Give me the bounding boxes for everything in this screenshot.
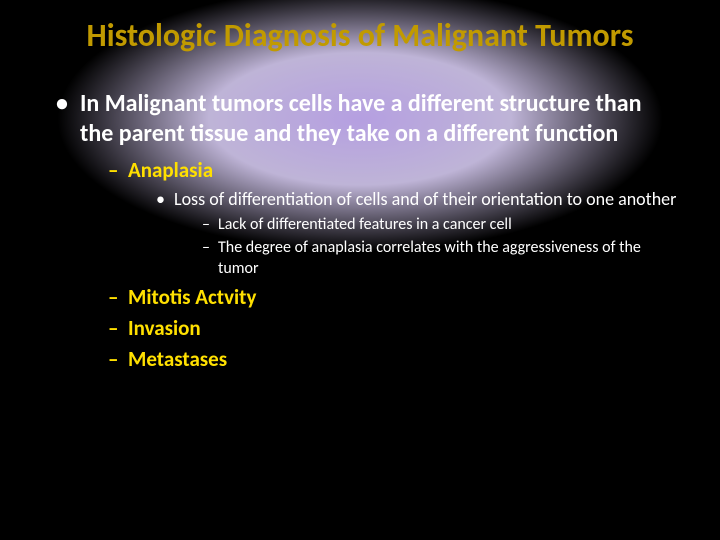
slide-body: In Malignant tumors cells have a differe… [40,89,680,374]
bullet-text: The degree of anaplasia correlates with … [218,238,641,278]
bullet-list-level-4: Lack of differentiated features in a can… [174,215,680,279]
bullet-list-level-3: Loss of differentiation of cells and of … [128,188,680,280]
list-item: Lack of differentiated features in a can… [202,215,680,236]
bullet-text: Mitotis Actvity [128,284,256,310]
bullet-text: In Malignant tumors cells have a differe… [80,89,641,148]
list-item: Metastases [108,346,680,373]
bullet-list-level-1: In Malignant tumors cells have a differe… [44,89,680,374]
bullet-text: Metastases [128,346,227,372]
list-item: Anaplasia Loss of differentiation of cel… [108,157,680,280]
bullet-text: Loss of differentiation of cells and of … [174,188,676,210]
list-item: In Malignant tumors cells have a differe… [56,89,680,374]
bullet-list-level-2: Anaplasia Loss of differentiation of cel… [80,157,680,374]
list-item: Loss of differentiation of cells and of … [156,188,680,280]
bullet-text: Invasion [128,315,201,341]
list-item: Invasion [108,315,680,342]
bullet-text: Lack of differentiated features in a can… [218,215,512,234]
bullet-text: Anaplasia [128,157,213,183]
slide-title: Histologic Diagnosis of Malignant Tumors [40,18,680,55]
slide: Histologic Diagnosis of Malignant Tumors… [0,0,720,540]
list-item: Mitotis Actvity [108,284,680,311]
list-item: The degree of anaplasia correlates with … [202,238,680,280]
